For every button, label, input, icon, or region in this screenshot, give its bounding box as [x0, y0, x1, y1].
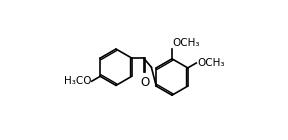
Text: OCH₃: OCH₃: [173, 38, 200, 48]
Text: OCH₃: OCH₃: [197, 58, 224, 68]
Text: H₃CO: H₃CO: [64, 76, 91, 86]
Text: O: O: [140, 76, 149, 89]
